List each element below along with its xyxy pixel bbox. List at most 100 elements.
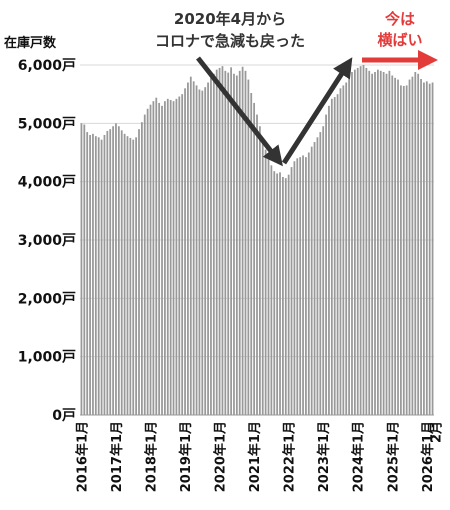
bar bbox=[420, 79, 422, 415]
bar bbox=[166, 98, 169, 415]
bar bbox=[382, 72, 385, 415]
bar bbox=[293, 161, 296, 415]
bar bbox=[284, 178, 287, 415]
bar bbox=[80, 123, 83, 415]
bar bbox=[336, 94, 339, 416]
bar bbox=[138, 129, 140, 416]
bar bbox=[391, 75, 394, 415]
bar bbox=[400, 85, 402, 416]
bar bbox=[279, 172, 281, 415]
annotation-covid: 2020年4月から コロナで急減も戻った bbox=[155, 10, 353, 167]
bar bbox=[330, 98, 333, 415]
bar bbox=[135, 137, 138, 415]
y-axis-unit-label: 在庫戸数 bbox=[4, 35, 57, 51]
bar bbox=[184, 88, 186, 415]
bar bbox=[264, 149, 267, 415]
bar bbox=[397, 79, 399, 415]
bar bbox=[189, 76, 192, 416]
x-tick-label: 2026年1月 bbox=[420, 421, 436, 492]
bar bbox=[261, 137, 264, 416]
bar bbox=[204, 87, 207, 416]
bar bbox=[356, 67, 359, 416]
bars bbox=[80, 65, 434, 416]
bar bbox=[362, 65, 365, 415]
x-tick-label: 2022年1月 bbox=[282, 421, 298, 492]
bar bbox=[417, 73, 420, 415]
bar bbox=[342, 85, 345, 416]
bar bbox=[405, 85, 408, 416]
bar bbox=[316, 137, 319, 415]
annotation-flat-line2: 横ばい bbox=[377, 31, 422, 49]
annotation-flat: 今は 横ばい bbox=[362, 10, 438, 70]
bar bbox=[175, 98, 178, 415]
bar bbox=[97, 137, 100, 415]
bar bbox=[319, 132, 322, 415]
bar bbox=[94, 136, 97, 416]
bar bbox=[431, 82, 434, 415]
bar bbox=[86, 132, 89, 415]
bar bbox=[276, 173, 279, 415]
bar bbox=[207, 82, 209, 415]
bar bbox=[287, 174, 290, 415]
bar bbox=[348, 76, 350, 416]
y-tick-label: 3,000戸 bbox=[18, 233, 76, 249]
x-tick-label: 2023年1月 bbox=[316, 421, 332, 492]
bar bbox=[192, 81, 195, 415]
y-tick-label: 5,000戸 bbox=[18, 116, 76, 132]
y-tick-label: 4,000戸 bbox=[18, 175, 76, 191]
bar bbox=[411, 76, 414, 416]
bar bbox=[310, 146, 313, 416]
bar bbox=[161, 105, 163, 415]
y-axis: 0戸 1,000戸 2,000戸 3,000戸 4,000戸 5,000戸 6,000戸 bbox=[18, 58, 76, 424]
bar bbox=[198, 89, 201, 415]
annotation-covid-arrow-left bbox=[196, 56, 283, 167]
x-axis: 2016年1月 2017年1月 2018年1月 2019年1月 2020年1月 2021年… bbox=[74, 414, 445, 492]
bar bbox=[212, 73, 215, 415]
bar bbox=[126, 136, 129, 416]
y-tick-label: 6,000戸 bbox=[18, 58, 76, 74]
bar bbox=[313, 142, 316, 415]
bar bbox=[187, 82, 189, 415]
bar bbox=[169, 100, 172, 415]
bar bbox=[325, 114, 327, 415]
bar bbox=[307, 152, 310, 415]
bar bbox=[333, 97, 336, 415]
bar bbox=[247, 79, 250, 415]
bar bbox=[123, 133, 126, 415]
bar bbox=[218, 67, 221, 416]
bar bbox=[132, 139, 135, 416]
bar bbox=[423, 82, 425, 415]
bar bbox=[385, 73, 388, 415]
bar bbox=[425, 81, 428, 415]
x-tick-label: 2016年1月 bbox=[74, 421, 90, 492]
bar bbox=[112, 126, 114, 415]
bar bbox=[103, 135, 106, 415]
bar bbox=[408, 79, 411, 415]
bar bbox=[374, 72, 376, 415]
bar bbox=[376, 69, 379, 416]
bar bbox=[201, 90, 204, 416]
bar bbox=[368, 70, 371, 415]
bar bbox=[267, 158, 270, 415]
x-tick-label: 2019年1月 bbox=[178, 421, 194, 492]
annotation-flat-line1: 今は bbox=[384, 10, 415, 28]
bar bbox=[282, 177, 284, 415]
bar bbox=[379, 70, 382, 415]
bar bbox=[140, 122, 143, 416]
bar bbox=[250, 93, 253, 415]
bar bbox=[172, 101, 175, 416]
bar bbox=[230, 67, 232, 415]
bar bbox=[353, 69, 356, 416]
bar bbox=[302, 155, 304, 416]
bar bbox=[210, 77, 212, 415]
x-tick-label: 2025年1月 bbox=[385, 421, 401, 492]
bar bbox=[181, 94, 184, 416]
bar bbox=[402, 86, 405, 415]
bar bbox=[238, 70, 241, 415]
bar bbox=[290, 167, 293, 415]
bar bbox=[164, 101, 166, 416]
bar bbox=[299, 157, 302, 416]
bar bbox=[143, 114, 146, 415]
y-tick-label: 0戸 bbox=[52, 408, 76, 424]
bar bbox=[152, 101, 155, 416]
